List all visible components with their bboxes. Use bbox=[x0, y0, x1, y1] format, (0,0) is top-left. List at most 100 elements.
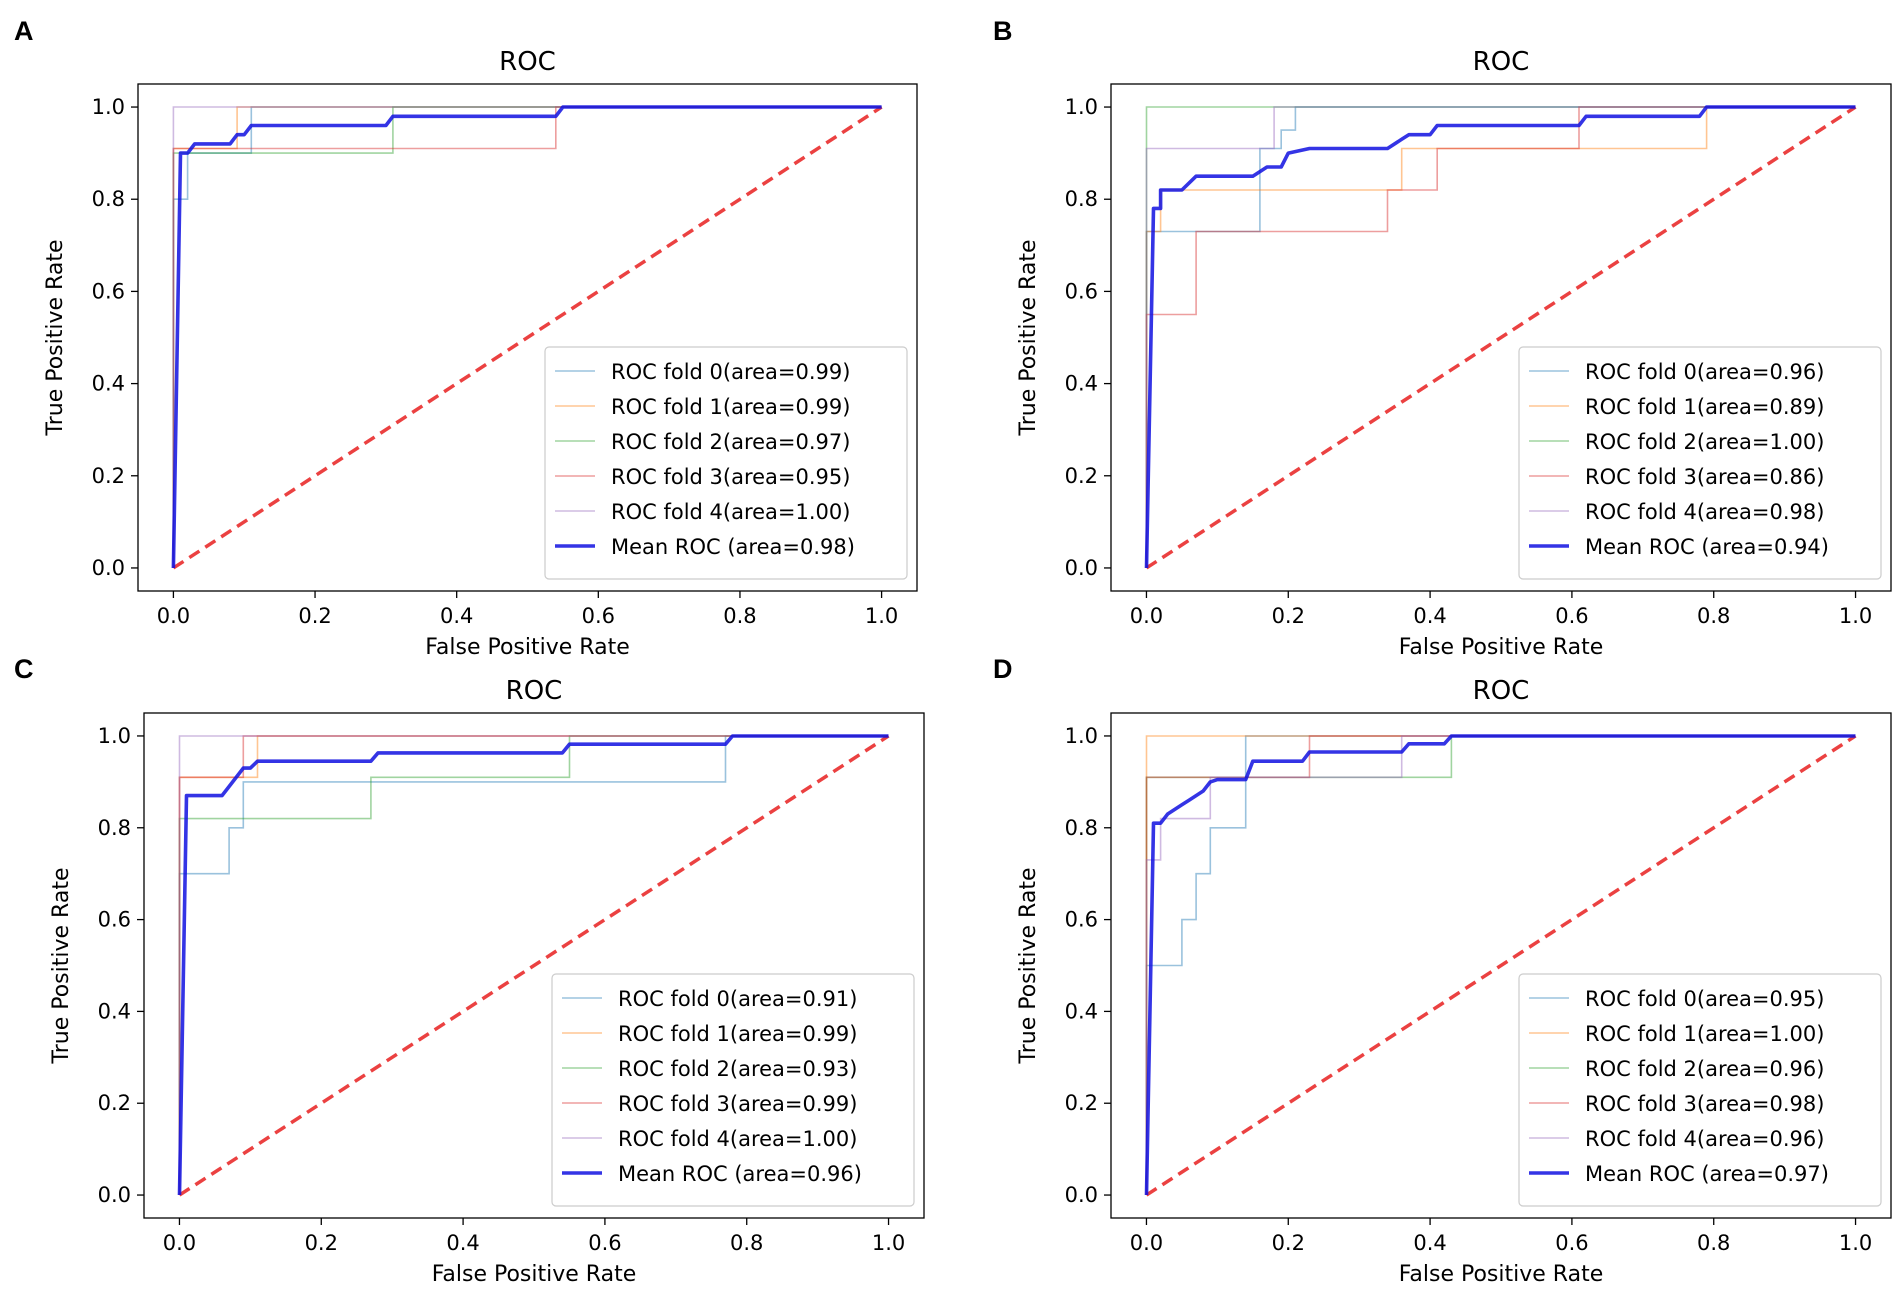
x-tick-label: 1.0 bbox=[872, 1231, 905, 1255]
legend-entry-label: ROC fold 3(area=0.86) bbox=[1585, 465, 1824, 489]
y-tick-label: 0.8 bbox=[1065, 187, 1098, 211]
mean-roc-line bbox=[1144, 734, 1856, 1196]
x-tick-label: 0.4 bbox=[1413, 604, 1446, 628]
panel-b: B ROC 0.0 0.2 0.4 0.6 0.8 1.0 0.0 0.2 0.4 0.6 0.8 1.0… bbox=[993, 16, 1892, 660]
legend-box bbox=[1518, 973, 1882, 1207]
chart-title: ROC bbox=[1473, 47, 1530, 77]
series-layer bbox=[177, 734, 890, 1197]
x-tick-label: 0.0 bbox=[1130, 1231, 1163, 1255]
roc-fold-2-line bbox=[178, 735, 889, 1195]
x-tick-label: 0.8 bbox=[1697, 604, 1730, 628]
x-tick-label: 0.8 bbox=[730, 1231, 763, 1255]
x-tick-label: 0.2 bbox=[305, 1231, 338, 1255]
legend-entry-label: ROC fold 2(area=0.96) bbox=[1585, 1057, 1824, 1081]
x-tick-label: 0.2 bbox=[1272, 1231, 1305, 1255]
y-axis-label: True Positive Rate bbox=[1016, 240, 1041, 437]
mean-roc-line bbox=[171, 105, 882, 569]
panel-label: D bbox=[993, 654, 1013, 684]
x-tick-label: 0.6 bbox=[1555, 604, 1588, 628]
legend-entry-label: ROC fold 1(area=1.00) bbox=[1585, 1022, 1824, 1046]
roc-fold-1-line bbox=[172, 106, 882, 568]
legend-entry-label: Mean ROC (area=0.94) bbox=[1585, 535, 1829, 559]
plot-frame bbox=[137, 83, 918, 592]
legend: ROC fold 0(area=0.91) ROC fold 1(area=0.9… bbox=[551, 973, 915, 1207]
panel-label: B bbox=[993, 16, 1013, 46]
y-axis-label: True Positive Rate bbox=[1016, 868, 1041, 1065]
legend-entry-label: ROC fold 3(area=0.98) bbox=[1585, 1092, 1824, 1116]
roc-fold-3-line bbox=[178, 735, 889, 1195]
x-tick-label: 0.6 bbox=[1555, 1231, 1588, 1255]
x-axis-label: False Positive Rate bbox=[1399, 1262, 1603, 1287]
roc-fold-4-line bbox=[1145, 106, 1856, 568]
series-layer bbox=[1144, 734, 1857, 1197]
legend-entry-label: ROC fold 2(area=0.97) bbox=[611, 430, 850, 454]
y-tick-label: 0.2 bbox=[98, 1091, 131, 1115]
y-tick-label: 0.0 bbox=[1065, 556, 1098, 580]
legend-entry-label: ROC fold 3(area=0.99) bbox=[618, 1092, 857, 1116]
x-tick-label: 0.8 bbox=[723, 604, 756, 628]
legend-box bbox=[544, 346, 908, 580]
legend-box bbox=[551, 973, 915, 1207]
y-tick-label: 1.0 bbox=[98, 724, 131, 748]
y-tick-label: 0.0 bbox=[98, 1183, 131, 1207]
legend-entry-label: ROC fold 2(area=1.00) bbox=[1585, 430, 1824, 454]
chart-title: ROC bbox=[506, 676, 563, 706]
x-axis-label: False Positive Rate bbox=[425, 635, 629, 660]
legend-entry-label: ROC fold 1(area=0.89) bbox=[1585, 395, 1824, 419]
panel-label: C bbox=[14, 654, 34, 684]
legend: ROC fold 0(area=0.96) ROC fold 1(area=0.8… bbox=[1518, 346, 1882, 580]
legend-entry-label: Mean ROC (area=0.98) bbox=[611, 535, 855, 559]
chance-line bbox=[1145, 734, 1857, 1197]
mean-roc-line bbox=[1144, 105, 1856, 569]
series-layer bbox=[1144, 105, 1857, 570]
x-tick-label: 1.0 bbox=[1839, 1231, 1872, 1255]
plot-frame bbox=[1110, 83, 1892, 592]
y-tick-label: 0.8 bbox=[98, 816, 131, 840]
mean-roc-line bbox=[177, 734, 889, 1196]
roc-fold-2-line bbox=[172, 106, 882, 568]
x-tick-label: 1.0 bbox=[1839, 604, 1872, 628]
legend-entry-label: ROC fold 4(area=0.98) bbox=[1585, 500, 1824, 524]
y-tick-label: 0.4 bbox=[1065, 999, 1098, 1023]
x-tick-label: 0.4 bbox=[446, 1231, 479, 1255]
legend-entry-label: Mean ROC (area=0.97) bbox=[1585, 1162, 1829, 1186]
plot-frame bbox=[143, 712, 925, 1219]
roc-fold-4-line bbox=[178, 735, 889, 1195]
roc-fold-1-line bbox=[178, 735, 889, 1195]
roc-fold-1-line bbox=[1145, 106, 1856, 568]
y-tick-label: 0.6 bbox=[92, 279, 125, 303]
legend-entry-label: ROC fold 0(area=0.91) bbox=[618, 987, 857, 1011]
series-layer bbox=[171, 105, 883, 570]
y-axis-label: True Positive Rate bbox=[49, 868, 74, 1065]
y-tick-label: 0.4 bbox=[1065, 372, 1098, 396]
y-tick-label: 0.2 bbox=[92, 464, 125, 488]
y-tick-label: 0.4 bbox=[98, 999, 131, 1023]
y-tick-label: 0.0 bbox=[92, 556, 125, 580]
y-tick-label: 1.0 bbox=[1065, 724, 1098, 748]
legend-entry-label: ROC fold 3(area=0.95) bbox=[611, 465, 850, 489]
roc-fold-3-line bbox=[1145, 106, 1856, 568]
legend-entry-label: ROC fold 4(area=1.00) bbox=[611, 500, 850, 524]
x-tick-label: 1.0 bbox=[865, 604, 898, 628]
x-tick-label: 0.6 bbox=[588, 1231, 621, 1255]
panel-c: C ROC 0.0 0.2 0.4 0.6 0.8 1.0 0.0 0.2 0.4 0.6 0.8 1.0… bbox=[14, 654, 925, 1287]
x-tick-label: 0.2 bbox=[1272, 604, 1305, 628]
y-tick-label: 0.6 bbox=[1065, 908, 1098, 932]
chance-line bbox=[1145, 105, 1857, 570]
legend: ROC fold 0(area=0.99) ROC fold 1(area=0.9… bbox=[544, 346, 908, 580]
roc-fold-0-line bbox=[178, 735, 889, 1195]
x-tick-label: 0.8 bbox=[1697, 1231, 1730, 1255]
legend-entry-label: ROC fold 4(area=1.00) bbox=[618, 1127, 857, 1151]
legend-entry-label: ROC fold 0(area=0.99) bbox=[611, 360, 850, 384]
x-axis-label: False Positive Rate bbox=[432, 1262, 636, 1287]
legend-entry-label: ROC fold 0(area=0.95) bbox=[1585, 987, 1824, 1011]
x-axis-label: False Positive Rate bbox=[1399, 635, 1603, 660]
y-tick-label: 0.2 bbox=[1065, 1091, 1098, 1115]
x-tick-label: 0.0 bbox=[157, 604, 190, 628]
chart-title: ROC bbox=[1473, 676, 1530, 706]
x-tick-label: 0.4 bbox=[1413, 1231, 1446, 1255]
x-tick-label: 0.0 bbox=[1130, 604, 1163, 628]
x-tick-label: 0.2 bbox=[298, 604, 331, 628]
panel-a: A ROC 0.0 0.2 0.4 0.6 0.8 1.0 0.0 0.2 0.4 0.6 0.8 1.0… bbox=[14, 16, 918, 660]
